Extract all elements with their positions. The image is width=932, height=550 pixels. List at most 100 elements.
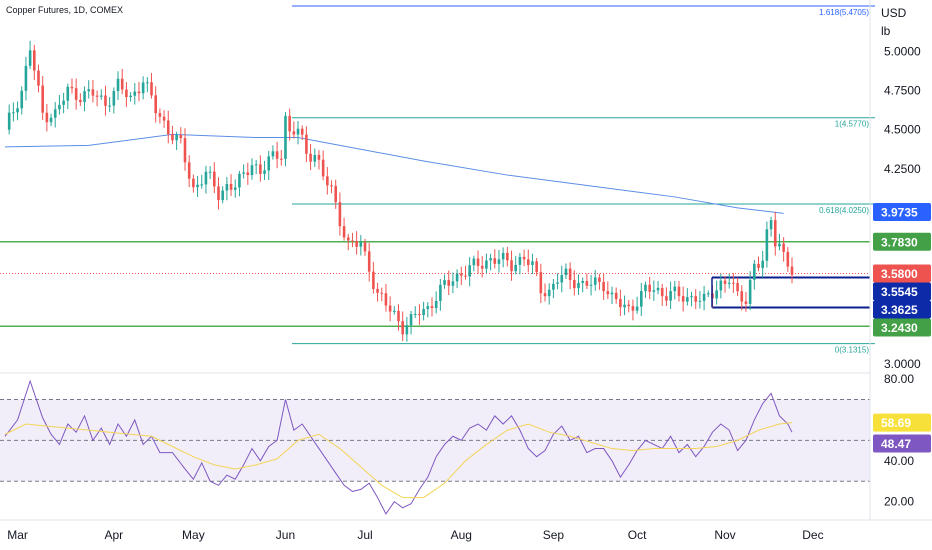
candle-body <box>154 95 157 114</box>
candle-body <box>485 260 488 269</box>
candle-body <box>28 50 32 66</box>
candle-body <box>58 104 61 110</box>
rsi-lines <box>4 379 793 515</box>
candle-body <box>472 258 476 266</box>
chart-title: Copper Futures, 1D, COMEX <box>6 5 123 15</box>
candle-body <box>372 271 375 289</box>
candle-body <box>37 70 40 86</box>
candle-body <box>443 280 446 285</box>
candle-body <box>732 282 735 284</box>
candle-body <box>686 297 689 302</box>
candle-body <box>267 156 271 171</box>
candle-body <box>66 86 70 101</box>
price-pane[interactable]: 1.618(5.4705) 1(4.5770) 0.618(4.0250) 0(3.1… <box>0 5 875 355</box>
candle-body <box>627 304 631 307</box>
candle-body <box>723 280 727 284</box>
candle-body <box>288 115 291 132</box>
candle-body <box>464 275 467 277</box>
candle-body <box>292 131 296 135</box>
candle-body <box>577 282 580 289</box>
candle-body <box>501 252 505 260</box>
fib-level-label: 1(4.5770) <box>835 120 870 129</box>
horizontal-levels[interactable] <box>0 241 870 327</box>
price-tag-bg <box>873 282 931 301</box>
candle-body <box>334 185 338 203</box>
candle-body <box>673 286 677 292</box>
candle-body <box>623 304 626 308</box>
candle-body <box>744 301 748 304</box>
rsi-axis[interactable]: 80.00 40.00 20.00 <box>884 372 914 509</box>
candle-body <box>640 291 643 307</box>
candle-body <box>610 292 614 295</box>
rsi-pane[interactable] <box>0 379 870 515</box>
candle-body <box>146 82 149 84</box>
candle-body <box>259 164 262 174</box>
candle-body <box>388 305 392 312</box>
candle-body <box>254 164 258 166</box>
candle-body <box>271 151 275 157</box>
candle-body <box>727 282 731 284</box>
price-tag-label: 3.5800 <box>881 267 918 281</box>
candle-body <box>635 306 639 311</box>
rsi-tick-label: 20.00 <box>884 495 914 509</box>
candle-body <box>493 258 497 264</box>
candle-body <box>104 95 107 106</box>
time-tick-label: Jun <box>276 528 295 542</box>
time-tick-label: Aug <box>451 528 472 542</box>
candle-body <box>694 296 698 302</box>
fib-retracement[interactable]: 1.618(5.4705) 1(4.5770) 0.618(4.0250) 0(3.1… <box>292 5 875 355</box>
price-tick-label: 4.7500 <box>884 84 921 98</box>
candle-body <box>112 91 116 106</box>
candle-body <box>769 220 773 230</box>
candle-body <box>158 113 162 117</box>
candle-body <box>116 78 120 92</box>
candle-body <box>522 256 526 260</box>
candle-body <box>447 280 451 286</box>
candle-body <box>359 242 363 247</box>
currency-label[interactable]: USD <box>881 6 907 20</box>
candle-body <box>376 288 379 293</box>
candle-body <box>782 243 785 252</box>
candle-body <box>790 266 794 275</box>
candle-body <box>652 290 656 292</box>
candle-body <box>497 259 501 264</box>
price-tag-label: 3.3625 <box>881 303 918 317</box>
candle-body <box>765 229 769 261</box>
candle-body <box>778 243 781 247</box>
candle-body <box>125 89 128 98</box>
candle-body <box>539 272 543 294</box>
candle-body <box>598 277 601 282</box>
rsi-guides <box>0 399 870 482</box>
fib-level-label: 0.618(4.0250) <box>819 206 869 215</box>
candle-body <box>451 281 455 286</box>
candle-body <box>753 263 756 280</box>
candle-body <box>786 251 790 267</box>
candle-body <box>614 292 618 300</box>
price-tag-bg <box>873 264 931 283</box>
price-axis[interactable]: 5.0000 4.7500 4.5000 4.2500 3.0000 <box>884 45 921 372</box>
candle-body <box>740 291 744 302</box>
price-tags: 3.9735 3.7830 3.5800 3.5545 3.3625 3.2430 58.6… <box>873 203 931 453</box>
candle-body <box>204 171 208 185</box>
candle-body <box>83 91 86 103</box>
candle-body <box>468 265 471 277</box>
candle-body <box>166 120 170 135</box>
price-tag-bg <box>873 203 931 222</box>
unit-label[interactable]: lb <box>881 24 891 38</box>
candle-body <box>296 128 300 135</box>
price-tick-label: 4.5000 <box>884 123 921 137</box>
candle-body <box>330 185 333 187</box>
candle-body <box>656 287 660 291</box>
price-tag-label: 3.7830 <box>881 235 918 249</box>
candle-body <box>326 176 329 186</box>
candle-body <box>338 202 342 227</box>
rsi-tag-bg <box>873 434 931 453</box>
candle-body <box>543 293 547 297</box>
candle-body <box>200 184 204 186</box>
rsi-tick-label: 80.00 <box>884 372 914 386</box>
candle-body <box>677 286 681 297</box>
rsi-series-line <box>4 422 793 499</box>
candle-body <box>192 178 195 188</box>
time-axis[interactable]: Mar Apr May Jun Jul Aug Sep Oct Nov Dec <box>7 528 823 542</box>
candle-body <box>16 108 19 113</box>
